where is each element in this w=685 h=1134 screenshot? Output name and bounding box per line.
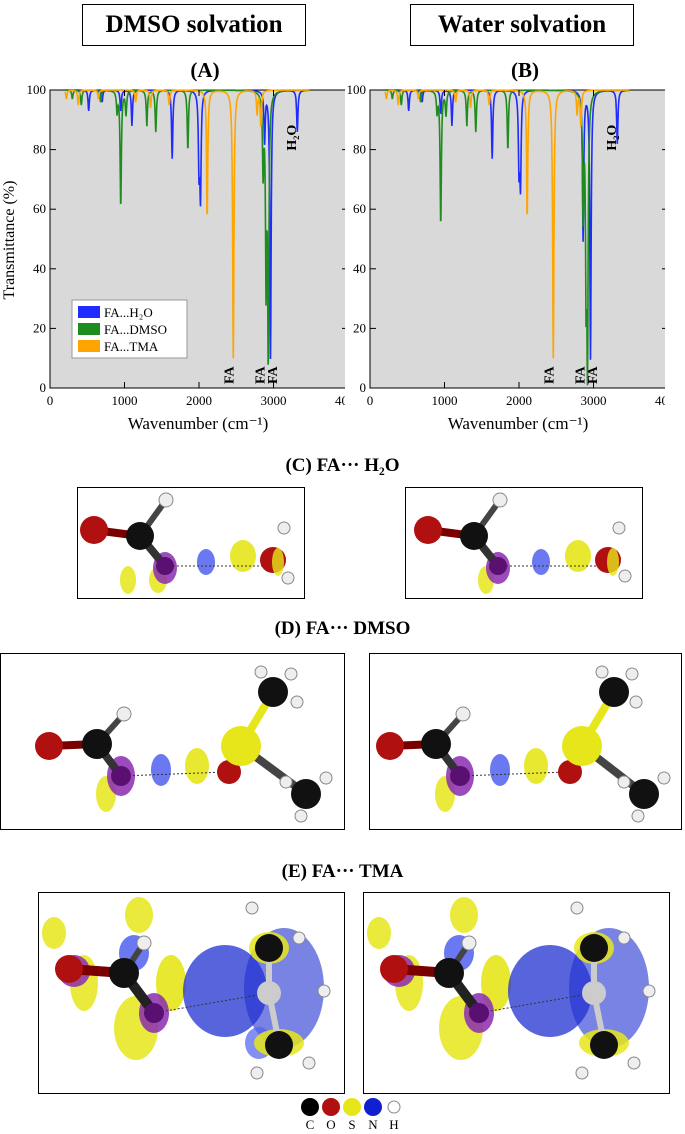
section-title-d: (D) FA··· DMSO [274, 618, 411, 639]
section-title-e: (E) FA··· TMA [281, 861, 404, 882]
ir-spectrum-chart-a: 01000200030004000020406080100FAFAFAH₂OFA… [1, 82, 345, 433]
legend-swatch [78, 323, 100, 335]
y-tick-label: 20 [33, 320, 46, 335]
molecule-fa-dmso-dmso [0, 653, 345, 830]
x-tick-label: 2000 [186, 393, 212, 408]
x-tick-label: 2000 [506, 393, 532, 408]
molecule-render [414, 492, 632, 594]
x-tick-label: 4000 [335, 393, 345, 408]
molecule-render [376, 665, 671, 823]
molecule-fa-tma-dmso [38, 892, 345, 1094]
x-tick-label: 4000 [655, 393, 665, 408]
atom-label: N [368, 1117, 378, 1132]
legend-swatch [78, 340, 100, 352]
molecule-fa-h2o-dmso [77, 487, 305, 599]
molecule-fa-dmso-water [369, 653, 682, 830]
peak-annotation: FA [222, 365, 237, 384]
y-tick-label: 100 [347, 82, 367, 97]
molecule-render [367, 897, 656, 1080]
x-tick-label: 3000 [261, 393, 287, 408]
x-axis-label: Wavenumber (cm⁻¹) [128, 414, 269, 433]
peak-annotation: FA [542, 365, 557, 384]
peak-annotation: H₂O [605, 125, 620, 151]
x-axis-label: Wavenumber (cm⁻¹) [448, 414, 589, 433]
legend-label: FA...DMSO [104, 322, 167, 337]
atom-label: C [306, 1117, 315, 1132]
atom-label: S [348, 1117, 355, 1132]
atom-swatch [364, 1098, 382, 1116]
y-tick-label: 0 [360, 380, 367, 395]
y-tick-label: 40 [353, 261, 366, 276]
atom-label: O [326, 1117, 335, 1132]
series-line-2 [64, 89, 310, 359]
legend-swatch [78, 306, 100, 318]
peak-annotation: FA [586, 365, 601, 384]
section-title-c: (C) FA··· H₂O [285, 455, 400, 476]
x-tick-label: 1000 [112, 393, 138, 408]
x-tick-label: 3000 [581, 393, 607, 408]
series-line-2 [384, 89, 630, 359]
atom-swatch [343, 1098, 361, 1116]
x-tick-label: 0 [47, 393, 54, 408]
y-tick-label: 60 [33, 201, 46, 216]
atom-label: H [389, 1117, 398, 1132]
molecule-render [35, 665, 333, 823]
y-tick-label: 0 [40, 380, 47, 395]
molecule-render [42, 897, 331, 1080]
molecule-fa-tma-water [363, 892, 670, 1094]
peak-annotation: FA [266, 365, 281, 384]
x-tick-label: 0 [367, 393, 374, 408]
peak-annotation: FA [254, 365, 269, 384]
y-tick-label: 20 [353, 320, 366, 335]
molecule-fa-h2o-water [405, 487, 643, 599]
y-tick-label: 40 [33, 261, 46, 276]
y-tick-label: 60 [353, 201, 366, 216]
y-tick-label: 80 [33, 142, 46, 157]
panel-label-b: (B) [511, 58, 539, 82]
legend-label: FA...TMA [104, 339, 159, 354]
peak-annotation: H₂O [285, 125, 300, 151]
x-tick-label: 1000 [432, 393, 458, 408]
atom-swatch [301, 1098, 319, 1116]
legend-label: FA...H₂O [104, 305, 153, 320]
y-tick-label: 80 [353, 142, 366, 157]
molecule-render [80, 492, 295, 594]
panel-label-a: (A) [190, 58, 220, 82]
ir-spectrum-chart-b: 01000200030004000020406080100FAFAFAH₂O W… [347, 82, 665, 433]
y-axis-label: Transmittance (%) [1, 181, 18, 300]
atom-swatch [322, 1098, 340, 1116]
atom-swatch [387, 1100, 401, 1114]
y-tick-label: 100 [27, 82, 47, 97]
header-water: Water solvation [410, 4, 634, 46]
peak-annotation: FA [574, 365, 589, 384]
header-dmso: DMSO solvation [82, 4, 306, 46]
